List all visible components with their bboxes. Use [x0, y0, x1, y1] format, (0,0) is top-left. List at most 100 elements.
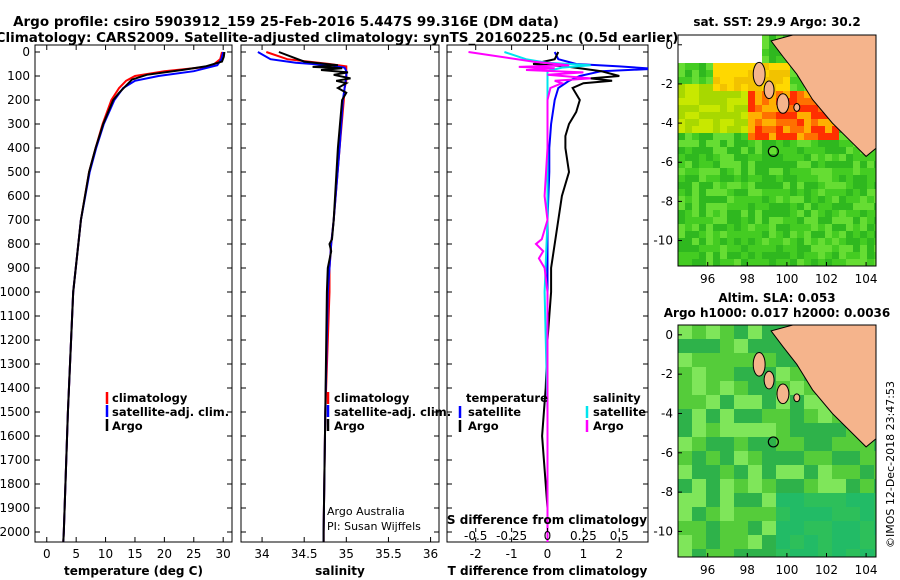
- map-cell: [706, 91, 714, 99]
- map-cell: [797, 105, 805, 113]
- map-cell: [699, 63, 707, 71]
- map-cell: [734, 203, 742, 211]
- map-cell: [874, 182, 876, 190]
- map-cell: [846, 203, 854, 211]
- map-cell: [748, 49, 756, 57]
- map-cell: [804, 203, 812, 211]
- map-cell: [755, 49, 763, 57]
- map-cell: [692, 451, 707, 466]
- map-cell: [832, 507, 847, 522]
- map-cell: [860, 252, 868, 260]
- map-cell: [762, 140, 770, 148]
- map-cell: [678, 217, 686, 225]
- map-cell: [769, 189, 777, 197]
- map-cell: [713, 224, 721, 232]
- map-cell: [699, 49, 707, 57]
- map-cell: [748, 161, 756, 169]
- map-cell: [720, 224, 728, 232]
- map-cell: [874, 245, 876, 253]
- map-cell: [783, 203, 791, 211]
- map-cell: [706, 70, 714, 78]
- map-cell: [678, 147, 686, 155]
- land-island: [763, 80, 775, 100]
- map-cell: [776, 168, 784, 176]
- map-cell: [734, 339, 749, 354]
- map-cell: [748, 42, 756, 50]
- map-cell: [678, 35, 686, 43]
- map-cell: [867, 203, 875, 211]
- map-cell: [713, 182, 721, 190]
- map-cell: [720, 231, 728, 239]
- map-cell: [748, 189, 756, 197]
- map-cell: [727, 224, 735, 232]
- map-cell: [846, 451, 861, 466]
- map-cell: [720, 367, 735, 382]
- map-cell: [692, 479, 707, 494]
- temperature-legend: climatology satellite-adj. clim. Argo: [105, 391, 229, 433]
- map-cell: [699, 154, 707, 162]
- lat-tick-label: -6: [661, 155, 673, 169]
- map-cell: [720, 105, 728, 113]
- map-cell: [769, 77, 777, 85]
- map-cell: [692, 423, 707, 438]
- map-cell: [783, 210, 791, 218]
- map-cell: [713, 63, 721, 71]
- map-cell: [825, 161, 833, 169]
- map-cell: [734, 49, 742, 57]
- map-cell: [832, 161, 840, 169]
- map-cell: [790, 147, 798, 155]
- map-cell: [720, 259, 728, 266]
- map-cell: [818, 549, 833, 557]
- map-cell: [720, 91, 728, 99]
- map-cell: [734, 189, 742, 197]
- map-cell: [832, 133, 840, 141]
- map-cell: [804, 395, 819, 410]
- map-cell: [804, 493, 819, 508]
- x-tick-label: 35.5: [375, 547, 402, 561]
- map-cell: [748, 84, 756, 92]
- map-cell: [748, 35, 756, 43]
- map-cell: [769, 49, 777, 57]
- map-cell: [748, 182, 756, 190]
- map-cell: [762, 231, 770, 239]
- map-cell: [790, 245, 798, 253]
- map-cell: [734, 56, 742, 64]
- map-cell: [769, 182, 777, 190]
- map-cell: [776, 409, 791, 424]
- map-cell: [699, 231, 707, 239]
- map-cell: [790, 549, 805, 557]
- map-cell: [776, 161, 784, 169]
- map-cell: [804, 224, 812, 232]
- map-cell: [755, 35, 763, 43]
- map-cell: [762, 549, 777, 557]
- series-line: [257, 51, 348, 542]
- map-cell: [741, 224, 749, 232]
- map-cell: [853, 168, 861, 176]
- map-cell: [867, 238, 875, 246]
- map-cell: [790, 175, 798, 183]
- lat-tick-label: -4: [661, 406, 673, 420]
- map-cell: [685, 217, 693, 225]
- map-cell: [706, 437, 721, 452]
- map-cell: [874, 175, 876, 183]
- map-cell: [748, 168, 756, 176]
- map-cell: [804, 507, 819, 522]
- legend-label-climatology: climatology: [112, 391, 188, 405]
- map-cell: [769, 112, 777, 120]
- map-cell: [748, 535, 763, 550]
- map-cell: [860, 175, 868, 183]
- map-cell: [818, 210, 826, 218]
- map-cell: [734, 224, 742, 232]
- depth-tick-label: 1700: [0, 453, 30, 467]
- map-cell: [748, 381, 763, 396]
- map-cell: [804, 217, 812, 225]
- map-cell: [804, 245, 812, 253]
- map-cell: [678, 395, 693, 410]
- map-cell: [685, 42, 693, 50]
- map-cell: [776, 196, 784, 204]
- map-cell: [706, 259, 714, 266]
- x-tick-label: 15: [127, 547, 142, 561]
- map-cell: [713, 35, 721, 43]
- land-sumatra: [770, 325, 876, 448]
- map-cell: [748, 126, 756, 134]
